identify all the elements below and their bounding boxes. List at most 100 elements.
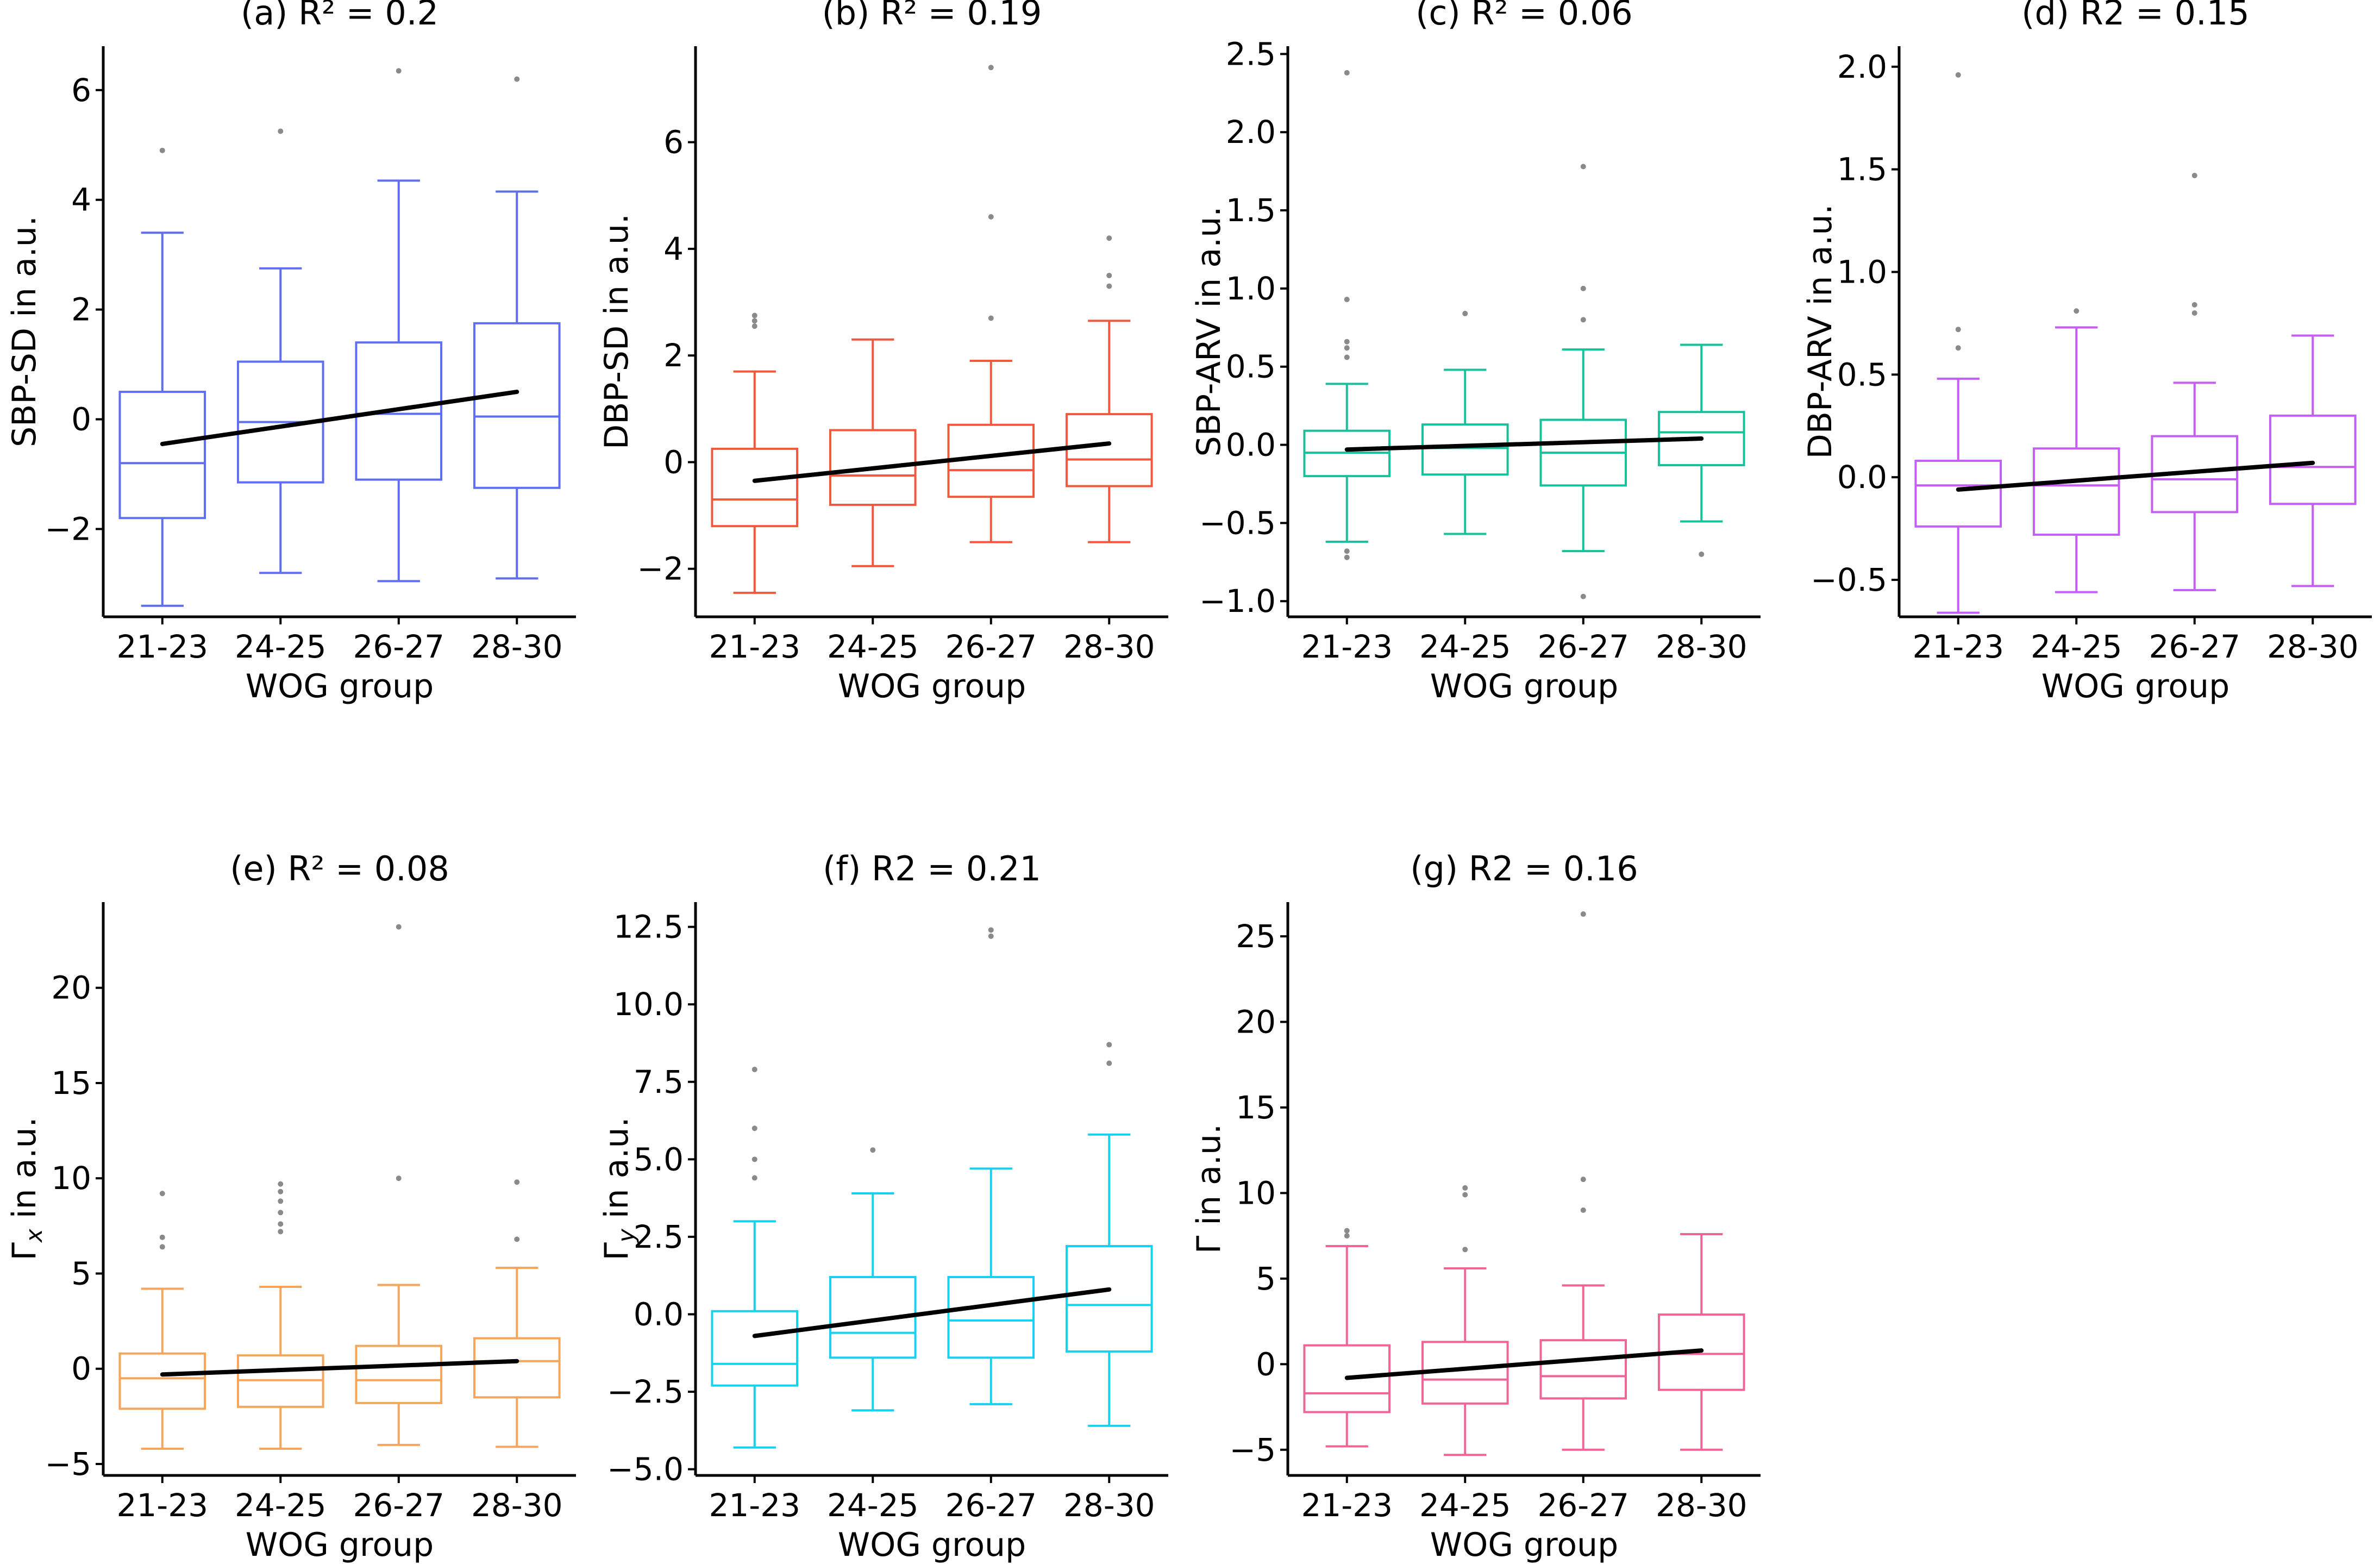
x-tick-label: 26-27 bbox=[353, 628, 444, 665]
box-21-23 bbox=[118, 232, 206, 607]
x-tick-label: 28-30 bbox=[2267, 628, 2359, 665]
trend-line bbox=[160, 1359, 519, 1377]
x-axis-label: WOG group bbox=[2041, 667, 2229, 705]
x-tick-label: 28-30 bbox=[1063, 1487, 1155, 1524]
y-tick-label: 4 bbox=[71, 182, 91, 218]
y-axis-label: DBP-SD in a.u. bbox=[598, 214, 636, 449]
outlier-point bbox=[1955, 345, 1961, 351]
box-26-27 bbox=[2151, 381, 2239, 591]
outlier-point bbox=[751, 1156, 757, 1162]
x-axis-label: WOG group bbox=[838, 1526, 1026, 1564]
outlier-point bbox=[988, 214, 994, 220]
outlier-point bbox=[278, 1188, 284, 1194]
outlier-point bbox=[159, 1244, 165, 1250]
y-tick-label: 4 bbox=[663, 230, 684, 267]
trend-line bbox=[1344, 436, 1704, 452]
x-tick-label: 21-23 bbox=[116, 628, 208, 665]
y-tick-label: −2.5 bbox=[607, 1373, 684, 1410]
y-tick-label: 0 bbox=[71, 401, 91, 438]
y-tick-label: 1.0 bbox=[1226, 270, 1276, 307]
y-axis-label-unit: in a.u. bbox=[598, 1117, 636, 1229]
y-tick-label: −2 bbox=[45, 510, 92, 547]
outlier-point bbox=[278, 128, 284, 134]
x-tick-label: 26-27 bbox=[945, 628, 1037, 665]
outlier-point bbox=[751, 323, 757, 329]
y-tick-label: 0 bbox=[1256, 1346, 1276, 1382]
outlier-point bbox=[1344, 339, 1350, 345]
box-iqr bbox=[118, 391, 206, 520]
y-tick-label: 5.0 bbox=[634, 1141, 684, 1178]
outlier-point bbox=[1344, 345, 1350, 351]
y-tick-label: 1.5 bbox=[1226, 192, 1276, 229]
panel-b: (b) R² = 0.19 −2 0 2 4 6 21-23 24-25 26-27 28-30 W… bbox=[598, 0, 1168, 705]
y-tick-label: 25 bbox=[1236, 918, 1276, 955]
y-axis-label-symbol: Γ bbox=[5, 1242, 43, 1261]
x-tick-label: 26-27 bbox=[2149, 628, 2240, 665]
box-28-30 bbox=[1065, 320, 1153, 543]
outlier-point bbox=[159, 147, 165, 153]
x-tick-label: 21-23 bbox=[709, 628, 800, 665]
trend-line bbox=[160, 390, 519, 446]
box-iqr bbox=[1539, 1339, 1627, 1400]
x-tick-label: 24-25 bbox=[827, 1487, 919, 1524]
outlier-point bbox=[1344, 1228, 1350, 1234]
outlier-point bbox=[1344, 297, 1350, 303]
box-iqr bbox=[1914, 459, 2002, 528]
x-axis-label: WOG group bbox=[246, 667, 434, 705]
outlier-point bbox=[751, 1125, 757, 1131]
box-iqr bbox=[1303, 1344, 1391, 1413]
outlier-point bbox=[988, 927, 994, 933]
y-tick-label: 2 bbox=[71, 291, 91, 328]
x-tick-label: 24-25 bbox=[1419, 628, 1511, 665]
x-tick-label: 21-23 bbox=[1912, 628, 2004, 665]
box-iqr bbox=[829, 429, 917, 506]
outlier-point bbox=[1344, 548, 1350, 554]
box-21-23 bbox=[1303, 1245, 1391, 1448]
box-28-30 bbox=[1065, 1133, 1153, 1427]
x-tick-label: 24-25 bbox=[827, 628, 919, 665]
panel-c: (c) R² = 0.06 −1.0 −0.5 0.0 0.5 1.0 1.5 2.0 2.5 2… bbox=[1190, 0, 1761, 705]
y-tick-label: 0.5 bbox=[1226, 348, 1276, 385]
box-iqr bbox=[355, 1344, 443, 1404]
x-tick-label: 26-27 bbox=[1537, 628, 1629, 665]
y-tick-label: 2.5 bbox=[1226, 35, 1276, 72]
y-tick-label: −0.5 bbox=[1199, 504, 1276, 541]
outlier-point bbox=[988, 933, 994, 939]
box-24-25 bbox=[236, 1286, 324, 1450]
y-axis-label: SBP-SD in a.u. bbox=[5, 216, 43, 447]
y-tick-label: −5 bbox=[45, 1446, 92, 1482]
box-iqr bbox=[829, 1276, 917, 1359]
outlier-point bbox=[1462, 1185, 1468, 1191]
y-tick-label: −5.0 bbox=[607, 1451, 684, 1488]
x-axis-label: WOG group bbox=[1430, 1526, 1618, 1564]
box-iqr bbox=[1065, 1245, 1153, 1353]
outlier-point bbox=[278, 1221, 284, 1227]
box-iqr bbox=[473, 1337, 561, 1399]
outlier-point bbox=[278, 1198, 284, 1204]
box-26-27 bbox=[1539, 348, 1627, 553]
box-iqr bbox=[355, 341, 443, 481]
box-28-30 bbox=[473, 190, 561, 580]
y-axis-label-subscript: x bbox=[21, 1228, 47, 1243]
outlier-point bbox=[396, 68, 402, 74]
box-iqr bbox=[1421, 423, 1509, 476]
outlier-point bbox=[751, 312, 757, 318]
x-tick-label: 28-30 bbox=[1656, 1487, 1748, 1524]
box-21-23 bbox=[711, 1220, 799, 1449]
box-24-25 bbox=[829, 338, 917, 567]
outlier-point bbox=[278, 1181, 284, 1187]
outlier-point bbox=[2074, 308, 2080, 314]
x-tick-label: 26-27 bbox=[1537, 1487, 1629, 1524]
y-tick-label: −0.5 bbox=[1811, 561, 1887, 598]
box-26-27 bbox=[355, 179, 443, 583]
outlier-point bbox=[159, 1191, 165, 1197]
outlier-point bbox=[514, 1179, 520, 1185]
x-tick-label: 21-23 bbox=[1301, 628, 1393, 665]
y-axis-label-unit: in a.u. bbox=[5, 1117, 43, 1229]
y-tick-label: 0.5 bbox=[1837, 356, 1887, 393]
y-axis-label-symbol: Γ bbox=[1190, 1235, 1228, 1254]
y-tick-label: 10 bbox=[51, 1160, 91, 1197]
y-axis-label: Γy in a.u. bbox=[598, 1117, 640, 1260]
x-tick-label: 21-23 bbox=[116, 1487, 208, 1524]
